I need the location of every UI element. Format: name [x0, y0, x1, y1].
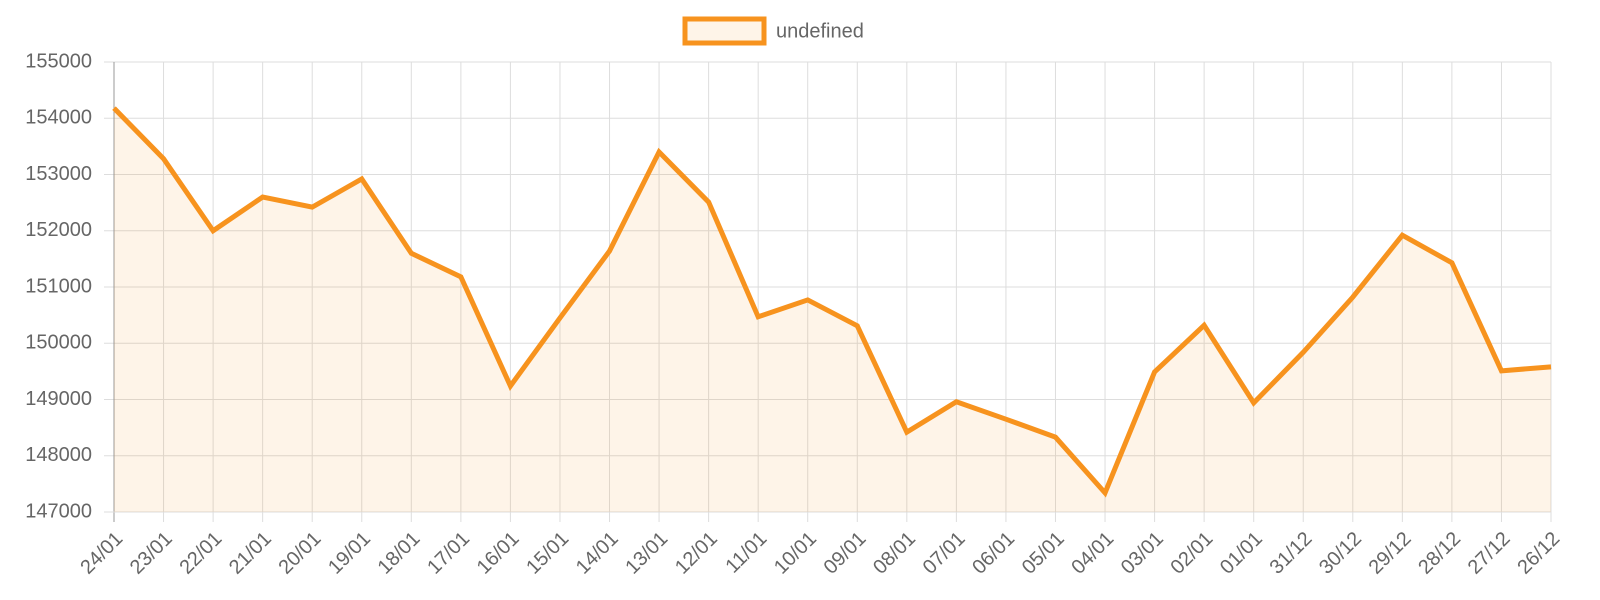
x-tick-label: 31/12 [1266, 528, 1317, 579]
x-tick-label: 23/01 [126, 528, 177, 579]
y-tick-label: 150000 [25, 332, 92, 354]
legend-label: undefined [776, 20, 864, 42]
y-tick-label: 155000 [25, 50, 92, 72]
x-tick-label: 06/01 [968, 528, 1019, 579]
x-tick-label: 28/12 [1414, 528, 1465, 579]
line [112, 106, 1552, 498]
x-tick-label: 09/01 [820, 528, 871, 579]
y-tick-label: 147000 [25, 500, 92, 522]
x-tick-label: 26/12 [1513, 528, 1564, 579]
x-tick-label: 18/01 [374, 528, 425, 579]
x-tick-label: 12/01 [671, 528, 722, 579]
x-tick-label: 16/01 [473, 528, 524, 579]
x-tick-label: 10/01 [770, 528, 821, 579]
x-tick-label: 11/01 [722, 528, 772, 578]
x-tick-label: 15/01 [522, 528, 573, 579]
x-tick-label: 01/01 [1216, 528, 1267, 579]
x-tick-label: 24/01 [76, 528, 127, 579]
y-tick-label: 154000 [25, 107, 92, 129]
y-tick-label: 149000 [25, 388, 92, 410]
x-tick-label: 13/01 [621, 528, 672, 579]
y-tick-label: 152000 [25, 219, 92, 241]
area [114, 108, 1551, 512]
x-tick-label: 02/01 [1166, 528, 1217, 579]
y-tick-label: 153000 [25, 163, 92, 185]
x-tick-label: 04/01 [1067, 528, 1118, 579]
x-tick-label: 08/01 [869, 528, 920, 579]
x-tick-label: 30/12 [1315, 528, 1366, 579]
x-tick-label: 29/12 [1365, 528, 1416, 579]
y-tick-label: 148000 [25, 444, 92, 466]
x-tick-label: 20/01 [275, 528, 326, 579]
x-tick-label: 22/01 [175, 528, 226, 579]
legend-swatch [682, 16, 767, 46]
x-tick-label: 05/01 [1018, 528, 1069, 579]
y-tick-label: 151000 [25, 275, 92, 297]
x-tick-label: 07/01 [919, 528, 970, 579]
x-tick-label: 19/01 [324, 528, 375, 579]
x-tick-label: 03/01 [1117, 528, 1168, 579]
x-tick-label: 27/12 [1464, 528, 1515, 579]
x-tick-label: 14/01 [572, 528, 623, 579]
x-tick-label: 17/01 [423, 528, 474, 579]
x-tick-label: 21/01 [225, 528, 276, 579]
